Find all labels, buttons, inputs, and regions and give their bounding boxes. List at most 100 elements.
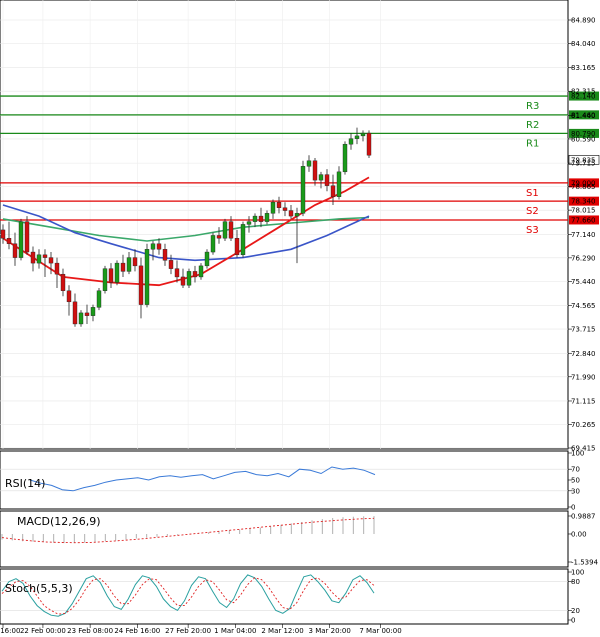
candle-down bbox=[138, 265, 144, 305]
level-price-tag bbox=[569, 91, 599, 101]
candle-up bbox=[114, 262, 120, 283]
rsi-line bbox=[29, 466, 376, 492]
candle-down bbox=[6, 238, 12, 244]
candle-up bbox=[102, 268, 108, 291]
macd-tick-label: -1.5394 bbox=[571, 559, 599, 567]
candle-up bbox=[300, 166, 306, 214]
rsi-pane bbox=[0, 450, 569, 510]
price-tick-label: 84.890 bbox=[571, 17, 596, 25]
candle-up bbox=[210, 235, 216, 253]
price-tick-label: 75.440 bbox=[571, 278, 596, 286]
candle-down bbox=[72, 301, 78, 325]
candle-up bbox=[150, 243, 156, 250]
ma-blue-line bbox=[2, 204, 370, 262]
price-tick-label: 77.140 bbox=[571, 231, 596, 239]
level-name-r1: R1 bbox=[526, 138, 539, 149]
price-tick-label: 76.290 bbox=[571, 254, 596, 262]
candle-up bbox=[198, 265, 204, 278]
candle-down bbox=[216, 235, 222, 239]
macd-label: MACD(12,26,9) bbox=[17, 515, 101, 528]
current-price-label: 79.835 bbox=[571, 156, 596, 164]
level-name-s1: S1 bbox=[526, 188, 539, 199]
ma-red-line bbox=[2, 176, 370, 287]
candle-up bbox=[264, 213, 270, 222]
candle-down bbox=[276, 202, 282, 208]
pivot-levels: R3 82.140 R2 81.460 R1 80.790 S1 79.000 S2 78.340… bbox=[0, 91, 600, 236]
candle-up bbox=[306, 160, 312, 167]
candle-down bbox=[48, 257, 54, 264]
price-tick-label: 73.715 bbox=[571, 326, 596, 334]
candle-down bbox=[12, 243, 18, 258]
time-tick-label: 3 Mar 20:00 bbox=[309, 627, 351, 635]
rsi-tick-label: 50 bbox=[571, 477, 580, 485]
stoch-tick-label: 0 bbox=[571, 617, 575, 625]
level-price-tag bbox=[569, 110, 599, 120]
candle-down bbox=[0, 229, 6, 239]
ma-green-line bbox=[2, 216, 370, 242]
level-price-label: 79.000 bbox=[571, 179, 596, 187]
candle-up bbox=[144, 249, 150, 305]
candle-down bbox=[24, 221, 30, 253]
candle-up bbox=[270, 202, 276, 214]
candle-up bbox=[294, 213, 300, 217]
candle-down bbox=[174, 268, 180, 278]
candle-up bbox=[336, 171, 342, 197]
candle-down bbox=[108, 268, 114, 283]
candle-down bbox=[168, 260, 174, 269]
time-tick-label: 23 Feb 08:00 bbox=[67, 627, 113, 635]
level-price-tag bbox=[569, 178, 599, 188]
price-tick-label: 69.415 bbox=[571, 445, 596, 453]
price-tick-label: 72.840 bbox=[571, 350, 596, 358]
level-price-label: 82.140 bbox=[571, 93, 596, 101]
candle-up bbox=[354, 135, 360, 139]
rsi-indicator: 100 70 50 30 0 bbox=[0, 450, 584, 512]
candle-down bbox=[324, 174, 330, 186]
level-name-s3: S3 bbox=[526, 225, 539, 236]
time-tick-label: 2 Mar 12:00 bbox=[261, 627, 303, 635]
rsi-tick-label: 30 bbox=[571, 487, 580, 495]
candle-down bbox=[330, 185, 336, 197]
macd-tick-label: 0.00 bbox=[571, 530, 587, 538]
time-tick-label: 22 Feb 00:00 bbox=[20, 627, 66, 635]
stoch-pane bbox=[0, 568, 569, 625]
candle-down bbox=[84, 312, 90, 316]
candle-up bbox=[240, 224, 246, 256]
macd-indicator: 0.9887 0.00 -1.5394 bbox=[1, 513, 599, 567]
stoch-tick-label: 100 bbox=[571, 569, 584, 577]
level-price-label: 80.790 bbox=[571, 130, 596, 138]
time-tick-label: Feb 16:00 bbox=[0, 627, 20, 635]
price-tick-label: 78.015 bbox=[571, 207, 596, 215]
candle-down bbox=[312, 160, 318, 181]
candle-up bbox=[342, 143, 348, 173]
price-tick-label: 71.990 bbox=[571, 373, 596, 381]
candle-down bbox=[234, 238, 240, 256]
rsi-tick-label: 70 bbox=[571, 466, 580, 474]
stoch-tick-label: 80 bbox=[571, 578, 580, 586]
level-name-r3: R3 bbox=[526, 101, 539, 112]
level-name-r2: R2 bbox=[526, 120, 539, 131]
candle-down bbox=[54, 262, 60, 275]
candle-up bbox=[252, 215, 258, 222]
price-tick-label: 71.115 bbox=[571, 397, 596, 405]
candle-down bbox=[288, 210, 294, 217]
candle-down bbox=[42, 254, 48, 258]
candle-up bbox=[246, 221, 252, 225]
level-price-label: 77.660 bbox=[571, 216, 596, 224]
candle-down bbox=[228, 221, 234, 239]
price-tick-label: 82.315 bbox=[571, 88, 596, 96]
candle-up bbox=[36, 254, 42, 264]
candle-down bbox=[282, 207, 288, 211]
stoch-label: Stoch(5,5,3) bbox=[5, 582, 73, 595]
price-tick-label: 83.165 bbox=[571, 64, 596, 72]
candle-down bbox=[66, 290, 72, 303]
candle-up bbox=[18, 221, 24, 258]
time-tick-label: 27 Feb 20:00 bbox=[165, 627, 211, 635]
current-price-tag bbox=[568, 155, 600, 165]
candle-up bbox=[348, 138, 354, 145]
candle-up bbox=[222, 221, 228, 239]
price-tick-label: 80.590 bbox=[571, 135, 596, 143]
price-tick-label: 84.040 bbox=[571, 40, 596, 48]
